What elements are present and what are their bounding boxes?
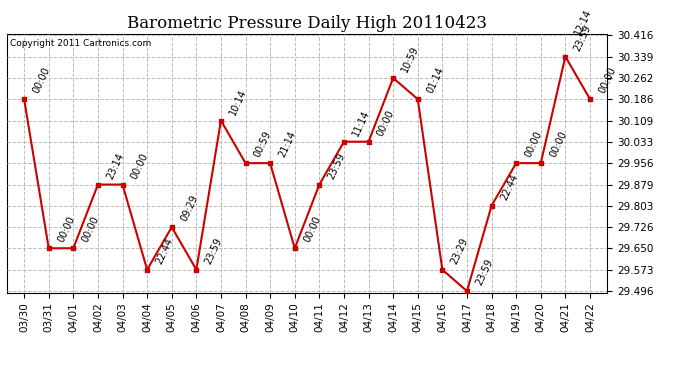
Point: [117, 182, 128, 188]
Point: [240, 160, 251, 166]
Point: [68, 245, 79, 251]
Point: [338, 139, 349, 145]
Text: 23:29: 23:29: [449, 236, 470, 266]
Text: 00:00: 00:00: [130, 151, 150, 180]
Point: [511, 160, 522, 166]
Text: 10:59: 10:59: [400, 44, 421, 74]
Text: 22:44: 22:44: [154, 236, 175, 266]
Point: [535, 160, 546, 166]
Text: 23:59: 23:59: [572, 23, 593, 53]
Point: [265, 160, 276, 166]
Text: 00:00: 00:00: [302, 215, 322, 244]
Point: [437, 267, 448, 273]
Point: [363, 139, 374, 145]
Point: [141, 267, 152, 273]
Text: 21:14: 21:14: [277, 129, 298, 159]
Text: 01:14: 01:14: [425, 66, 446, 95]
Text: 00:00: 00:00: [548, 130, 569, 159]
Text: 09:29: 09:29: [179, 194, 199, 223]
Point: [388, 75, 399, 81]
Point: [43, 245, 55, 251]
Text: 23:14: 23:14: [105, 151, 126, 180]
Text: 00:59: 00:59: [253, 129, 273, 159]
Text: 22:44: 22:44: [498, 172, 520, 201]
Text: 11:14: 11:14: [351, 108, 372, 138]
Point: [584, 96, 595, 102]
Point: [191, 267, 202, 273]
Text: 00:00: 00:00: [56, 215, 77, 244]
Text: 00:00: 00:00: [375, 108, 396, 138]
Text: 00:00: 00:00: [31, 66, 52, 95]
Text: 23:59: 23:59: [474, 257, 495, 287]
Point: [19, 96, 30, 102]
Point: [314, 182, 325, 188]
Point: [560, 54, 571, 60]
Text: 00:00: 00:00: [80, 215, 101, 244]
Text: 23:59: 23:59: [204, 236, 224, 266]
Point: [412, 96, 423, 102]
Point: [92, 182, 104, 188]
Title: Barometric Pressure Daily High 20110423: Barometric Pressure Daily High 20110423: [127, 15, 487, 32]
Text: 12:14: 12:14: [572, 8, 593, 37]
Point: [486, 203, 497, 209]
Text: 10:14: 10:14: [228, 87, 248, 116]
Text: 00:00: 00:00: [523, 130, 544, 159]
Text: 23:59: 23:59: [326, 151, 347, 180]
Point: [462, 288, 473, 294]
Point: [166, 224, 177, 230]
Point: [289, 245, 300, 251]
Point: [215, 117, 226, 123]
Text: Copyright 2011 Cartronics.com: Copyright 2011 Cartronics.com: [10, 39, 151, 48]
Text: 00:00: 00:00: [597, 66, 618, 95]
